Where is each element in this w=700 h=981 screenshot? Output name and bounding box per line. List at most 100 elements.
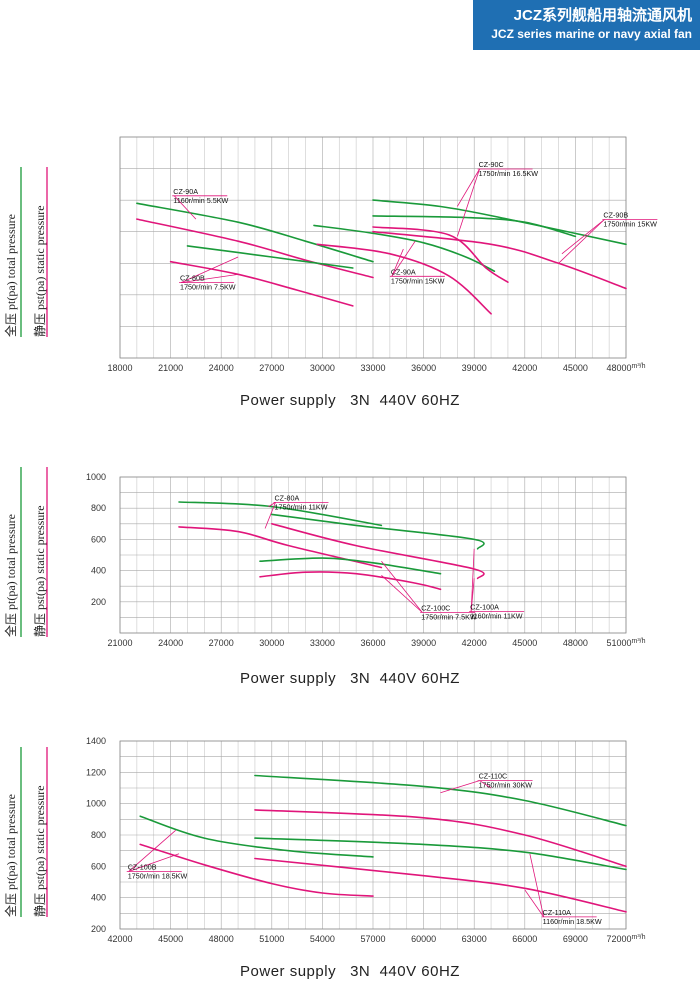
side-labels-1: 全压 pt(pa) total pressure 静压 pst(pa) stat… <box>0 165 48 340</box>
fan-model-spec: 1750r/min 7.5KW <box>180 283 236 292</box>
leader-line <box>524 889 544 918</box>
total-pressure-curve <box>136 202 374 263</box>
leader-line <box>180 273 239 284</box>
leader-line <box>529 853 545 917</box>
leader-line <box>391 240 416 277</box>
leader-line <box>470 578 475 612</box>
leader-line <box>456 168 480 237</box>
x-tick-label: 42000 <box>462 638 487 648</box>
grid <box>119 476 627 634</box>
fan-model-spec: 1750r/min 18.5KW <box>128 871 188 880</box>
x-tick-label: 48000m³/h <box>606 363 645 373</box>
total-pressure-label: 全压 pt(pa) total pressure <box>3 794 18 917</box>
page-header: JCZ系列舰船用轴流通风机 JCZ series marine or navy … <box>473 0 700 50</box>
leader-line <box>268 502 276 507</box>
x-tick-label: 33000 <box>310 638 335 648</box>
static-pressure-curve <box>254 857 627 913</box>
header-title-en: JCZ series marine or navy axial fan <box>491 27 692 41</box>
grid <box>119 740 627 930</box>
x-tick-label: 24000 <box>158 638 183 648</box>
x-tick-label: 51000m³/h <box>606 638 645 648</box>
leader-line <box>173 195 197 220</box>
y-tick-label: 200 <box>91 924 106 934</box>
total-pressure-label: 全压 pt(pa) total pressure <box>3 214 18 337</box>
x-tick-label: 39000 <box>462 363 487 373</box>
total-pressure-curve <box>254 837 627 871</box>
x-tick-label: 54000 <box>310 934 335 944</box>
y-tick-label: 600 <box>91 534 106 544</box>
y-tick-label: 800 <box>91 830 106 840</box>
x-tick-label: 36000 <box>360 638 385 648</box>
total-pressure-curve <box>372 215 577 238</box>
fan-model-name: CZ-90B <box>603 211 628 220</box>
static-pressure-curve <box>372 230 627 290</box>
x-tick-label: 57000 <box>360 934 385 944</box>
static-pressure-curve <box>254 809 627 868</box>
fan-model-name: CZ-90A <box>391 267 416 276</box>
y-tick-label: 200 <box>91 597 106 607</box>
fan-model-spec: 1750r/min 15KW <box>603 220 657 229</box>
x-tick-label: 24000 <box>209 363 234 373</box>
power-supply-label-3: Power supply 3N 440V 60HZ <box>240 963 460 980</box>
static-pressure-label: 静压 pst(pa) static pressure <box>33 205 47 337</box>
x-tick-label: 48000 <box>209 934 234 944</box>
y-tick-label: 1400 <box>86 736 106 746</box>
fan-model-spec: 1750r/min 30KW <box>479 781 533 790</box>
static-pressure-curve <box>136 218 374 279</box>
y-tick-label: 600 <box>91 861 106 871</box>
y-tick-label: 400 <box>91 566 106 576</box>
fan-performance-chart-3: 42000 45000 48000 51000 54000 57000 60000 63000… <box>86 736 646 944</box>
static-pressure-curve <box>139 843 374 897</box>
fan-model-spec: 1750r/min 11KW <box>274 502 327 511</box>
leader-line <box>479 780 492 789</box>
static-pressure-curve <box>372 226 509 283</box>
y-tick-label: 1200 <box>86 767 106 777</box>
static-pressure-curve <box>271 523 485 580</box>
total-pressure-curve <box>313 224 496 272</box>
static-pressure-curve <box>169 260 354 307</box>
power-supply-label-2: Power supply 3N 440V 60HZ <box>240 670 460 687</box>
x-tick-label: 18000 <box>107 363 132 373</box>
x-tick-label: 30000 <box>310 363 335 373</box>
fan-model-spec: 1160r/min 5.5KW <box>173 196 228 205</box>
x-tick-label: 21000 <box>158 363 183 373</box>
y-tick-label: 800 <box>91 503 106 513</box>
x-tick-label: 27000 <box>209 638 234 648</box>
leader-line <box>470 548 475 612</box>
x-tick-label: 21000 <box>107 638 132 648</box>
leader-line <box>558 219 605 264</box>
x-tick-label: 39000 <box>411 638 436 648</box>
leader-line <box>561 219 605 255</box>
x-unit-label: m³/h <box>632 934 646 941</box>
static-pressure-curve <box>178 526 383 569</box>
fan-model-spec: 1160r/min 18.5KW <box>543 917 602 926</box>
x-tick-label: 42000 <box>512 363 537 373</box>
plot-frame <box>119 136 627 359</box>
total-pressure-curve <box>271 513 485 550</box>
static-pressure-curve <box>316 243 492 315</box>
side-labels-3: 全压 pt(pa) total pressure 静压 pst(pa) stat… <box>0 745 48 920</box>
x-tick-label: 45000 <box>563 363 588 373</box>
fan-model-spec: 1160r/min 11KW <box>470 612 523 621</box>
fan-model-name: CZ-100B <box>128 862 157 871</box>
y-tick-label: 400 <box>91 893 106 903</box>
fan-performance-chart-2: 21000 24000 27000 30000 33000 36000 39000 42000… <box>86 472 646 648</box>
fan-model-name: CZ-100C <box>421 603 450 612</box>
x-unit-label: m³/h <box>632 638 646 645</box>
x-tick-label: 45000 <box>512 638 537 648</box>
fan-model-name: CZ-80B <box>180 274 205 283</box>
leader-line <box>440 780 480 794</box>
total-pressure-label: 全压 pt(pa) total pressure <box>3 514 18 637</box>
plot-frame <box>119 476 627 634</box>
header-title-cn: JCZ系列舰船用轴流通风机 <box>513 7 692 24</box>
x-tick-label: 63000 <box>462 934 487 944</box>
fan-model-spec: 1750r/min 16.5KW <box>479 169 539 178</box>
plot-frame <box>119 740 627 930</box>
static-pressure-curve <box>259 571 442 591</box>
